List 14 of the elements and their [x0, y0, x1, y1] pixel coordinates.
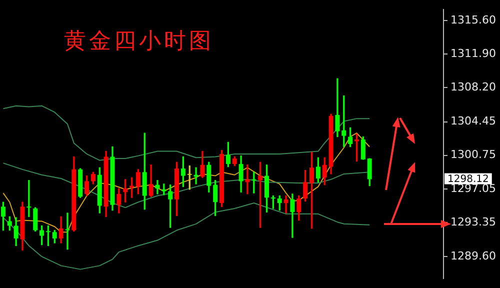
y-tick-label: 1293.35 [450, 215, 496, 228]
text: 黄金四小时图 [64, 28, 214, 56]
candlestick [155, 180, 160, 194]
y-tick-label: 1308.20 [450, 80, 496, 94]
candlestick [284, 195, 288, 214]
candlestick [245, 164, 250, 194]
candlestick [65, 212, 70, 250]
y-tick-label: 1289.60 [450, 249, 496, 262]
y-tick-label: 1304.45 [450, 114, 496, 128]
candlestick [26, 180, 32, 217]
y-tick-label: 1300.75 [450, 148, 496, 162]
y-tick-label: 1315.60 [450, 13, 496, 26]
y-tick-label: 1311.90 [450, 46, 496, 60]
text: 1298.12 [448, 174, 489, 185]
